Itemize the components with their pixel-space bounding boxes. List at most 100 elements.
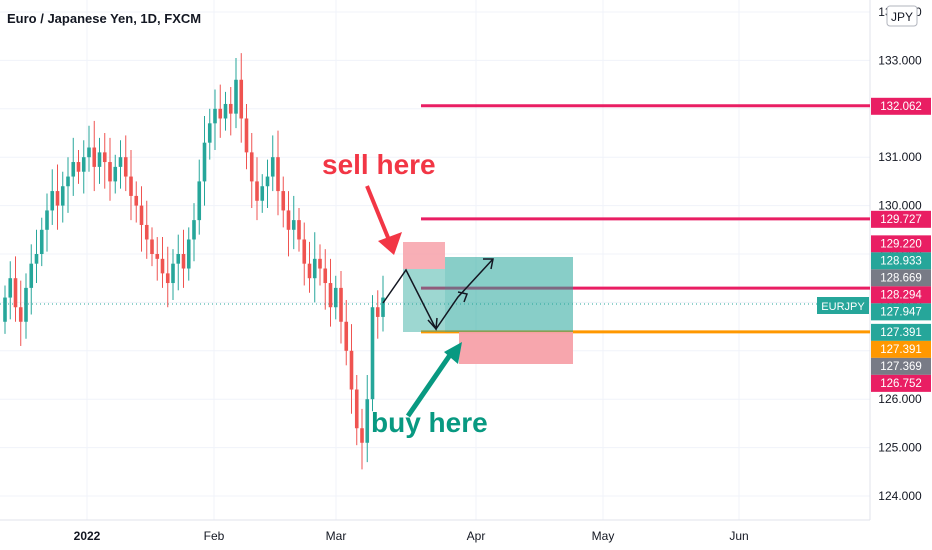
buy-stop-zone: [459, 332, 573, 364]
price-tag: [871, 357, 931, 375]
candle-body: [349, 350, 354, 390]
arrow-head-1: [427, 317, 438, 331]
arrow-head-2: [457, 291, 469, 303]
candle-body: [202, 142, 207, 182]
price-tag: [871, 235, 931, 253]
candle-body: [60, 186, 65, 206]
candle-body: [244, 118, 249, 153]
price-tag: [871, 97, 931, 115]
price-tag-label: 127.947: [880, 306, 922, 318]
price-tag-label: 128.933: [880, 255, 922, 267]
candle-body: [81, 157, 86, 172]
symbol-tag-bg: [817, 297, 869, 314]
candle-body: [370, 307, 375, 400]
price-tick-label: 126.000: [878, 392, 922, 406]
buy-label: buy here: [371, 407, 488, 438]
candle-body: [160, 258, 165, 274]
price-tag-label: 128.294: [880, 289, 922, 301]
price-tag: [871, 269, 931, 287]
candle-body: [360, 428, 364, 443]
candle-body: [344, 321, 349, 351]
candle-body: [197, 181, 202, 221]
candle-body: [34, 254, 39, 264]
candle-body: [71, 162, 76, 177]
buy-arrow-head: [444, 342, 462, 364]
price-tag: [871, 252, 931, 270]
price-tick-label: 125.000: [878, 441, 922, 455]
candle-body: [50, 191, 55, 211]
candle-body: [260, 186, 265, 201]
price-tag-label: 127.391: [880, 327, 922, 339]
candle-body: [328, 283, 333, 308]
time-tick-label: Jun: [729, 529, 748, 543]
sell-label: sell here: [322, 149, 436, 180]
candle-body: [176, 254, 181, 264]
candle-body: [365, 399, 370, 443]
candle-body: [239, 79, 244, 119]
candle-body: [76, 162, 81, 172]
sell-target-zone: [403, 269, 445, 332]
candle-body: [24, 287, 28, 322]
candle-body: [218, 108, 223, 119]
candle-body: [297, 220, 301, 240]
price-tag: [871, 286, 931, 304]
candle-body: [270, 157, 275, 177]
buy-target-zone: [445, 257, 573, 332]
candle-body: [123, 157, 128, 177]
time-axis-ticks: 2022 Feb Mar Apr May Jun: [74, 529, 749, 543]
candle-body: [381, 297, 385, 317]
sell-stop-zone: [403, 242, 445, 269]
candle-body: [39, 229, 44, 254]
candle-body: [276, 157, 280, 192]
candle-body: [323, 268, 328, 284]
candle-body: [102, 152, 107, 163]
candle-body: [249, 152, 254, 182]
candle-body: [207, 123, 212, 143]
candle-body: [45, 210, 49, 230]
candle-body: [318, 258, 322, 269]
candle-body: [286, 210, 291, 230]
currency-button-label: JPY: [891, 10, 913, 24]
arrow-head-3: [483, 258, 494, 270]
time-tick-label: Mar: [326, 529, 347, 543]
price-tag-label: 127.369: [880, 361, 922, 373]
candle-body: [223, 103, 228, 119]
candle-body: [291, 220, 296, 230]
price-tick-label: 133.000: [878, 53, 922, 67]
candle-body: [129, 176, 133, 196]
candle-body: [134, 195, 139, 206]
price-tag: [871, 374, 931, 392]
candle-body: [307, 263, 312, 279]
chart-title: Euro / Japanese Yen, 1D, FXCM: [7, 11, 201, 26]
price-tag: [871, 303, 931, 321]
candle-body: [165, 273, 170, 284]
candle-body: [113, 166, 118, 182]
candle-body: [171, 263, 175, 284]
candle-body: [92, 147, 97, 167]
candle-body: [281, 191, 286, 211]
price-tag-label: 132.062: [880, 101, 922, 113]
candle-body: [213, 108, 217, 124]
candle-body: [333, 287, 338, 308]
sell-arrow-head: [378, 232, 402, 255]
candle-body: [181, 254, 186, 269]
candle-body: [255, 181, 259, 201]
candle-body: [29, 263, 34, 288]
time-tick-label: Apr: [467, 529, 486, 543]
candle-body: [155, 254, 160, 259]
price-tick-label: 131.000: [878, 150, 922, 164]
candle-body: [55, 191, 60, 206]
price-tag-label: 129.727: [880, 214, 922, 226]
candle-body: [108, 162, 112, 182]
time-tick-label: Feb: [204, 529, 225, 543]
candles: [3, 53, 385, 470]
candle-body: [18, 307, 23, 322]
candle-body: [302, 239, 307, 264]
candle-body: [339, 287, 343, 322]
currency-button[interactable]: JPY: [886, 5, 918, 27]
price-tag-label: 128.669: [880, 272, 922, 284]
candle-body: [234, 79, 238, 114]
candle-body: [87, 147, 91, 158]
price-tag: [871, 340, 931, 358]
candle-body: [312, 258, 317, 279]
